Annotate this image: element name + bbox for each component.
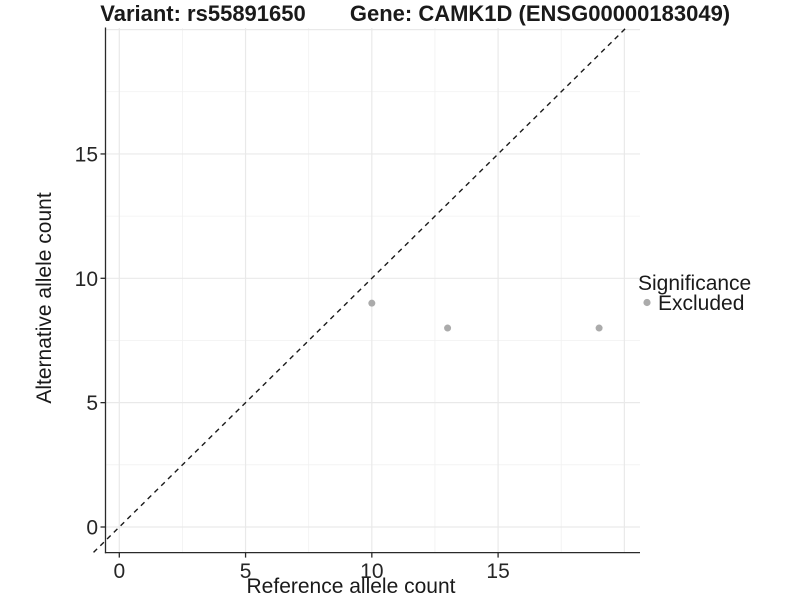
y-axis-label: Alternative allele count	[33, 192, 56, 403]
y-tick-label: 0	[86, 517, 98, 540]
y-tick-label: 15	[75, 143, 98, 166]
x-tick-label: 5	[240, 560, 252, 583]
legend: Significance Excluded	[638, 272, 751, 315]
grid-lines	[106, 28, 640, 553]
scatter-point	[368, 299, 376, 307]
scatter-point	[444, 324, 452, 332]
legend-item-excluded: Excluded	[643, 292, 744, 315]
x-tick-label: 10	[360, 560, 383, 583]
data-points	[368, 299, 603, 332]
identity-dashed-line	[93, 27, 627, 553]
axis-ticks	[100, 153, 499, 558]
x-tick-label: 15	[486, 560, 509, 583]
x-axis-label: Reference allele count	[247, 575, 456, 598]
legend-title: Significance	[638, 272, 751, 295]
scatter-point	[595, 324, 603, 332]
axis-tick-labels: 0 5 10 15 0 5 10 15	[75, 143, 510, 583]
y-tick-label: 5	[86, 392, 98, 415]
plot-title-gene: Gene: CAMK1D (ENSG00000183049)	[350, 1, 730, 26]
plot-title-variant: Variant: rs55891650	[100, 1, 306, 26]
excluded-point-icon	[643, 298, 651, 307]
x-tick-label: 0	[113, 560, 125, 583]
legend-item-label: Excluded	[658, 292, 744, 315]
y-tick-label: 10	[75, 268, 98, 291]
